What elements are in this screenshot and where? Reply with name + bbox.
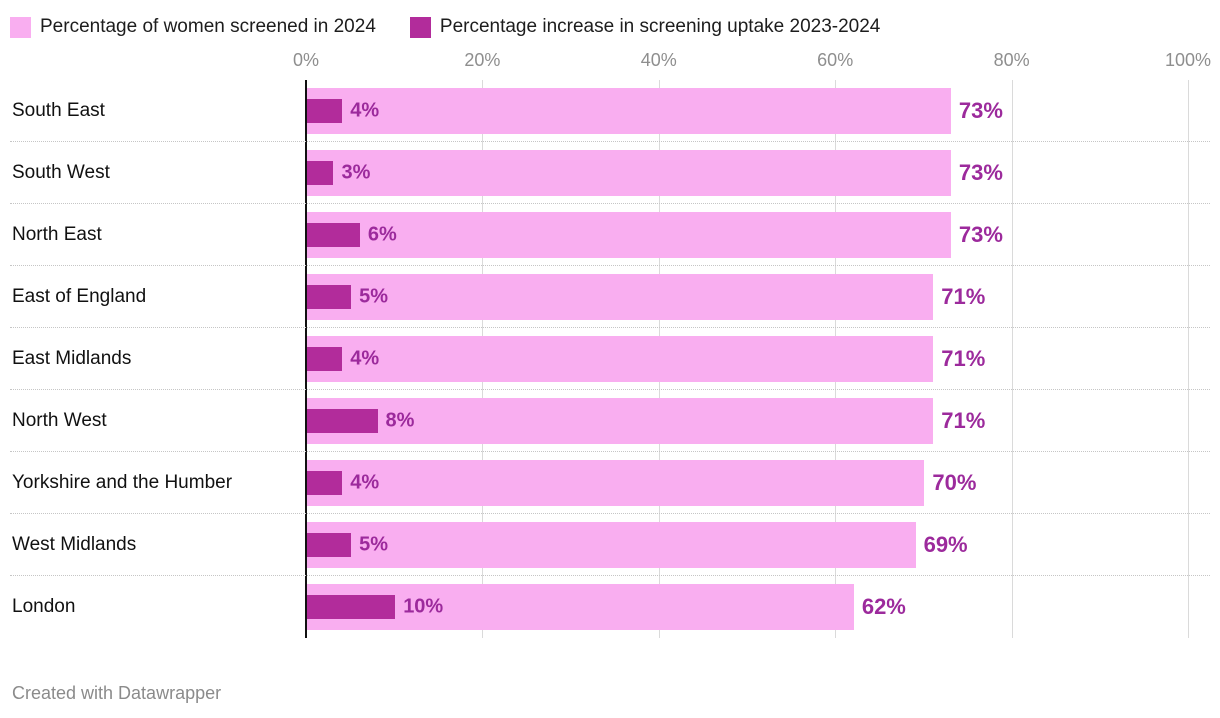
bar-increase	[307, 532, 352, 557]
category-label: East Midlands	[12, 347, 132, 369]
bar-row: London 10% 62%	[10, 576, 1210, 638]
row-plot: 6% 73%	[306, 204, 1188, 265]
bar-screened	[307, 584, 854, 630]
legend-swatch-increase-icon	[409, 16, 431, 38]
x-axis-tick-label: 80%	[993, 50, 1030, 70]
bar-screened	[307, 459, 925, 506]
x-axis-tick-label: 40%	[640, 50, 677, 70]
category-label: London	[12, 596, 76, 617]
screened-value-label: 71%	[941, 283, 986, 309]
screened-value-label: 70%	[932, 469, 977, 495]
increase-value-label: 3%	[341, 161, 371, 183]
increase-value-label: 4%	[350, 99, 380, 121]
row-plot: 5% 71%	[306, 266, 1188, 327]
screened-value-label: 73%	[958, 221, 1003, 247]
bar-row: South West 3% 73%	[10, 142, 1210, 204]
bar-row: Yorkshire and the Humber 4% 70%	[10, 452, 1210, 514]
legend-label-increase: Percentage increase in screening uptake …	[439, 16, 881, 37]
row-plot: 10% 62%	[306, 576, 1188, 638]
bar-screened	[307, 335, 934, 382]
bar-screened	[307, 273, 934, 320]
screened-value-label: 71%	[941, 345, 986, 371]
increase-value-label: 5%	[359, 533, 388, 555]
x-axis-tick-label: 100%	[1164, 50, 1212, 70]
bar-row: East Midlands 4% 71%	[10, 328, 1210, 390]
bar-screened	[307, 149, 951, 196]
row-plot: 4% 73%	[306, 80, 1188, 141]
category-label: South East	[12, 99, 105, 121]
x-axis-tick-label: 0%	[292, 50, 320, 70]
screened-value-label: 73%	[958, 159, 1003, 185]
category-label: North East	[12, 223, 102, 245]
screened-value-label: 62%	[861, 594, 906, 619]
increase-value-label: 5%	[359, 285, 388, 307]
bar-increase	[307, 222, 360, 247]
bar-increase	[307, 284, 352, 309]
gridline	[1188, 80, 1189, 638]
row-plot: 3% 73%	[306, 142, 1188, 203]
bar-increase	[307, 98, 343, 123]
bar-screened	[307, 87, 951, 134]
x-axis-tick-label: 60%	[817, 50, 854, 70]
bar-screened	[307, 397, 934, 444]
bar-increase	[307, 346, 343, 371]
bar-screened	[307, 521, 916, 568]
increase-value-label: 6%	[367, 223, 397, 245]
x-axis-tick-label: 20%	[464, 50, 501, 70]
bar-rows: South East 4% 73% South West 3% 73% North East…	[10, 80, 1210, 638]
screened-value-label: 69%	[923, 531, 968, 557]
legend-label-screened: Percentage of women screened in 2024	[40, 16, 376, 37]
row-plot: 4% 71%	[306, 328, 1188, 389]
bar-row: West Midlands 5% 69%	[10, 514, 1210, 576]
bar-row: North East 6% 73%	[10, 204, 1210, 266]
legend-swatch-screened-icon	[10, 16, 31, 38]
chart-body: South East 4% 73% South West 3% 73% North East…	[10, 80, 1210, 638]
gridline	[1011, 80, 1013, 638]
bar-increase	[307, 595, 396, 619]
bar-row: East of England 5% 71%	[10, 266, 1210, 328]
category-label: North West	[12, 409, 107, 431]
category-label: West Midlands	[12, 533, 137, 555]
category-label: South West	[12, 161, 110, 183]
screened-value-label: 71%	[941, 407, 986, 433]
screened-value-label: 73%	[958, 97, 1003, 123]
bar-increase	[307, 160, 334, 185]
bar-screened	[307, 211, 951, 258]
increase-value-label: 4%	[350, 347, 380, 369]
y-axis-line	[305, 80, 307, 638]
legend: Percentage of women screened in 2024 Per…	[0, 0, 1220, 38]
x-axis: 0% 20% 40% 60% 80% 100%	[293, 50, 1211, 76]
row-plot: 5% 69%	[306, 514, 1188, 575]
attribution-credit: Created with Datawrapper	[12, 683, 222, 703]
row-plot: 8% 71%	[306, 390, 1188, 451]
row-plot: 4% 70%	[306, 452, 1188, 513]
legend-item-screened: Percentage of women screened in 2024	[10, 16, 376, 38]
bar-increase	[307, 408, 378, 433]
increase-value-label: 8%	[385, 409, 415, 431]
bar-row: North West 8% 71%	[10, 390, 1210, 452]
category-label: Yorkshire and the Humber	[12, 471, 233, 493]
bar-row: South East 4% 73%	[10, 80, 1210, 142]
increase-value-label: 10%	[403, 595, 444, 618]
category-label: East of England	[12, 285, 147, 307]
increase-value-label: 4%	[350, 471, 380, 493]
bar-increase	[307, 470, 343, 495]
legend-item-increase: Percentage increase in screening uptake …	[409, 16, 881, 38]
